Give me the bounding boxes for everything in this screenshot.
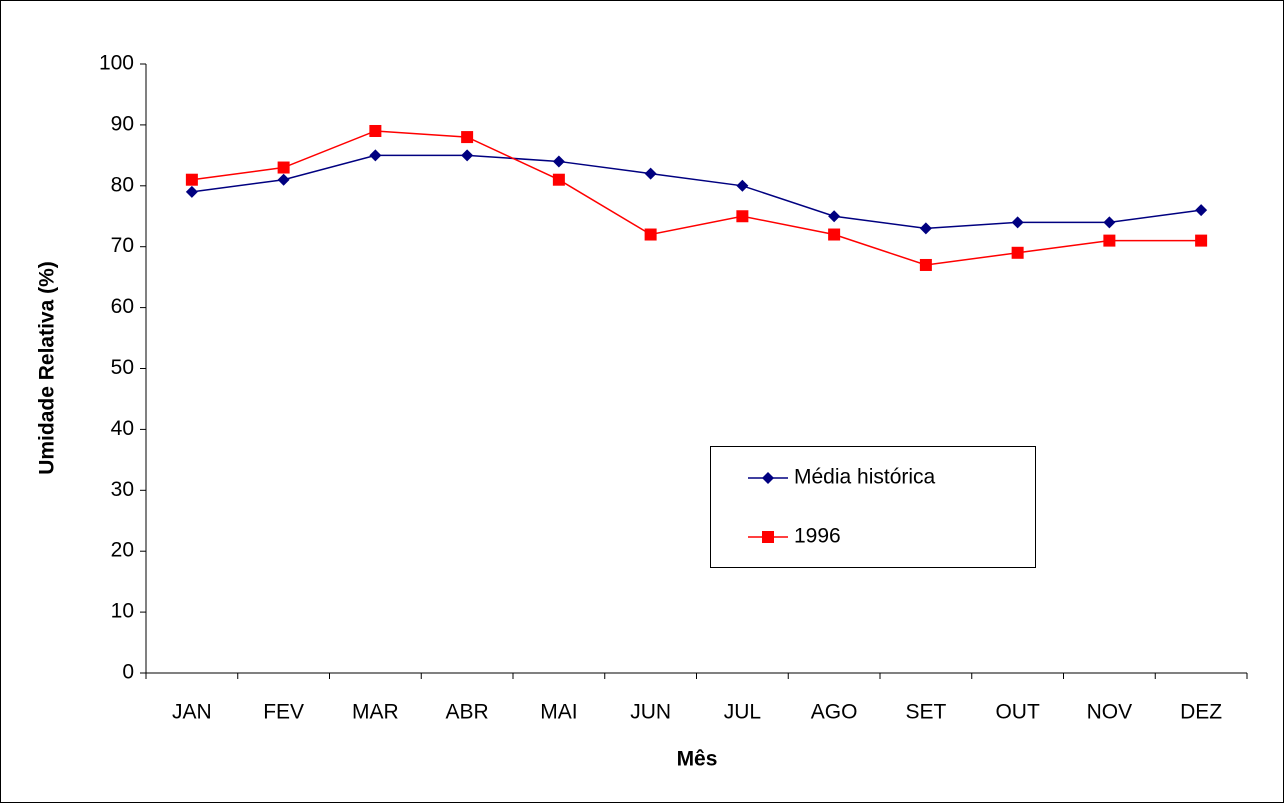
marker — [644, 228, 657, 241]
marker — [277, 161, 290, 174]
marker — [461, 149, 474, 162]
marker — [736, 179, 749, 192]
series-line — [191, 130, 1202, 266]
x-tick-label: ABR — [446, 701, 489, 724]
marker — [1011, 216, 1024, 229]
marker — [369, 149, 382, 162]
y-tick-label: 80 — [111, 173, 134, 196]
marker — [919, 258, 932, 271]
marker — [762, 531, 774, 543]
y-tick-label: 100 — [99, 52, 134, 75]
y-tick-label: 40 — [111, 417, 134, 440]
marker — [185, 173, 198, 186]
marker — [277, 173, 290, 186]
x-tick-label: JAN — [172, 701, 212, 724]
marker — [736, 210, 749, 223]
x-tick-label: JUL — [724, 701, 761, 724]
y-tick-label: 70 — [111, 234, 134, 257]
marker — [185, 185, 198, 198]
y-tick-label: 90 — [111, 112, 134, 135]
marker — [644, 167, 657, 180]
y-tick-label: 60 — [111, 295, 134, 318]
y-tick-label: 10 — [111, 600, 134, 623]
marker — [1195, 204, 1208, 217]
marker — [461, 131, 474, 144]
x-tick-label: SET — [905, 701, 946, 724]
marker — [919, 222, 932, 235]
legend-label: Média histórica — [794, 466, 936, 489]
y-tick-label: 30 — [111, 478, 134, 501]
y-tick-label: 50 — [111, 356, 134, 379]
x-tick-label: MAR — [352, 701, 399, 724]
legend-label: 1996 — [794, 525, 841, 548]
x-tick-label: OUT — [995, 701, 1040, 724]
marker — [828, 210, 841, 223]
marker — [1103, 234, 1116, 247]
x-tick-label: JUN — [630, 701, 671, 724]
marker — [1103, 216, 1116, 229]
marker — [552, 173, 565, 186]
series-line — [191, 154, 1202, 230]
x-axis-label: Mês — [677, 748, 718, 771]
marker — [762, 472, 774, 484]
y-tick-label: 20 — [111, 539, 134, 562]
marker — [369, 124, 382, 137]
legend — [710, 446, 1036, 568]
marker — [552, 155, 565, 168]
x-tick-label: FEV — [263, 701, 304, 724]
marker — [1195, 234, 1208, 247]
x-tick-label: MAI — [540, 701, 577, 724]
y-tick-label: 0 — [122, 661, 134, 684]
marker — [1011, 246, 1024, 259]
x-tick-label: DEZ — [1180, 701, 1222, 724]
y-axis-label: Umidade Relativa (%) — [36, 261, 59, 475]
x-tick-label: NOV — [1087, 701, 1133, 724]
x-tick-label: AGO — [811, 701, 858, 724]
marker — [828, 228, 841, 241]
